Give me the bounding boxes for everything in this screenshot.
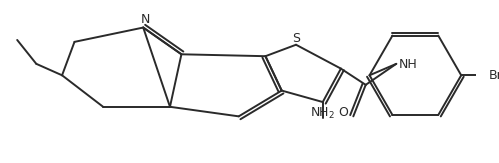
Text: NH: NH [399, 58, 418, 71]
Text: N: N [141, 13, 150, 26]
Text: O: O [338, 106, 348, 119]
Text: S: S [292, 32, 300, 45]
Text: Br: Br [489, 69, 499, 82]
Text: NH$_2$: NH$_2$ [310, 106, 335, 121]
